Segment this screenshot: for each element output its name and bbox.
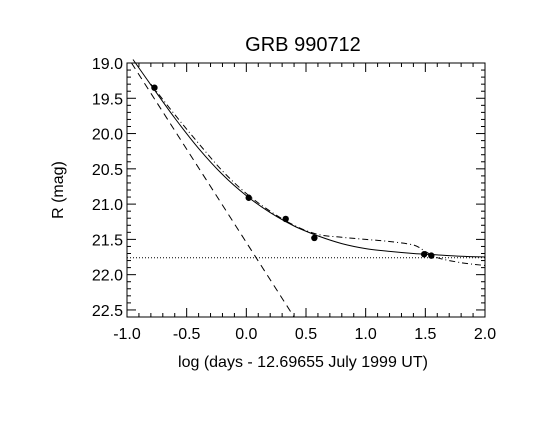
y-axis-label: R (mag) (50, 161, 67, 219)
x-tick-label: 1.5 (414, 326, 436, 343)
plot-frame (126, 62, 486, 318)
x-tick-label: 0.0 (235, 326, 257, 343)
y-axis-tick-labels: 19.0 19.5 20.0 20.5 21.0 21.5 22.0 22.5 (92, 56, 123, 320)
x-axis-label: log (days - 12.69655 July 1999 UT) (178, 354, 428, 371)
data-point (282, 215, 289, 223)
x-axis-tick-labels: -1.0 -0.5 0.0 0.5 1.0 1.5 2.0 (113, 326, 496, 343)
data-point (151, 84, 158, 91)
x-tick-label: 1.0 (355, 326, 377, 343)
x-tick-label: -0.5 (173, 326, 201, 343)
data-point (245, 194, 252, 201)
y-tick-label: 21.0 (92, 197, 123, 214)
y-axis-ticks (127, 62, 485, 318)
x-tick-label: 0.5 (295, 326, 317, 343)
data-point (311, 234, 318, 242)
dashdot-fit-curve (150, 83, 486, 266)
y-tick-label: 22.0 (92, 268, 123, 285)
chart-title: GRB 990712 (245, 34, 361, 56)
y-tick-label: 20.5 (92, 162, 123, 179)
y-tick-label: 22.5 (92, 303, 123, 320)
afterglow-dashed-line (131, 62, 295, 318)
y-tick-label: 21.5 (92, 232, 123, 249)
y-tick-label: 19.5 (92, 91, 123, 108)
y-tick-label: 19.0 (92, 56, 123, 73)
x-tick-label: -1.0 (113, 326, 141, 343)
solid-fit-curve (132, 59, 486, 258)
x-tick-label: 2.0 (474, 326, 496, 343)
data-point (428, 252, 435, 259)
observation-points (151, 84, 435, 259)
data-point (420, 251, 428, 258)
y-tick-label: 20.0 (92, 127, 123, 144)
x-axis-ticks (126, 63, 486, 317)
